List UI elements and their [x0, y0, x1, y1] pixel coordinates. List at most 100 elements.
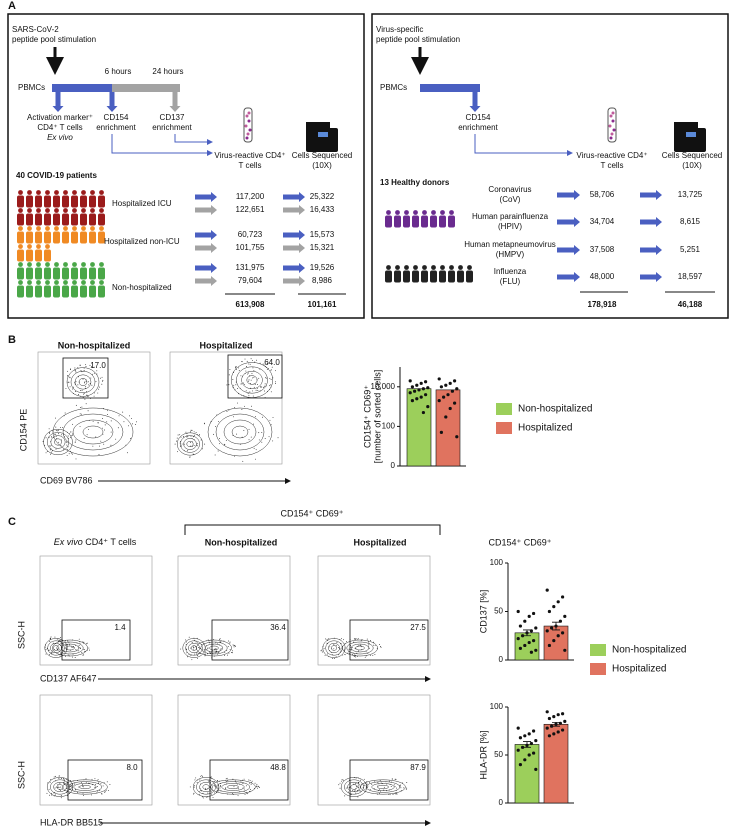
flow-event — [216, 651, 218, 653]
flow-event — [233, 384, 235, 386]
flow-event — [249, 363, 251, 365]
flow-event — [242, 782, 244, 784]
bracket — [184, 524, 441, 535]
label: 13 Healthy donors — [380, 178, 450, 187]
flow-event — [374, 654, 376, 656]
flow-event — [91, 778, 93, 780]
flow-event — [217, 788, 219, 790]
data-point — [534, 648, 538, 652]
flow-event — [88, 647, 90, 649]
flow-event — [244, 384, 246, 386]
person-icon — [54, 208, 59, 213]
data-point — [556, 600, 560, 604]
flow-gate — [67, 759, 143, 801]
flow-event — [229, 641, 231, 643]
label: 6 hours — [105, 67, 132, 76]
data-point — [446, 393, 450, 397]
flow-event — [216, 786, 218, 788]
flow-contour — [53, 781, 67, 793]
flow-event — [117, 427, 119, 429]
flow-event — [400, 787, 402, 789]
flow-event — [339, 648, 341, 650]
data-point — [532, 611, 536, 616]
flow-plot-frame — [39, 694, 153, 806]
person-icon — [385, 215, 392, 228]
flow-event — [265, 377, 267, 379]
flow-contour — [74, 374, 92, 390]
flow-event — [218, 443, 220, 445]
axis-title: HLA-DR BB515 — [40, 817, 103, 827]
flow-event — [81, 390, 83, 391]
block-arrow — [557, 272, 580, 282]
flow-event — [195, 777, 197, 779]
flow-event — [275, 383, 276, 385]
flow-event — [135, 424, 137, 426]
flow-event — [321, 651, 323, 653]
flow-event — [84, 381, 86, 383]
flow-contour — [227, 784, 239, 790]
flow-contour — [196, 639, 232, 657]
flow-event — [228, 409, 230, 411]
person-icon — [26, 249, 33, 262]
flow-event — [255, 785, 257, 787]
person-icon — [394, 215, 401, 228]
flow-contour — [377, 784, 389, 790]
flow-event — [237, 788, 239, 790]
person-icon — [71, 285, 78, 298]
data-point — [558, 619, 563, 623]
flow-event — [79, 647, 81, 648]
legend-swatch — [496, 403, 512, 415]
label: 8,986 — [312, 276, 333, 285]
flow-event — [210, 652, 212, 654]
person-icon — [99, 280, 104, 285]
flow-event — [354, 655, 356, 657]
flow-event — [75, 458, 77, 460]
data-point — [450, 389, 454, 393]
panel-label: B — [8, 334, 16, 346]
flow-contour — [344, 779, 364, 795]
flow-event — [55, 448, 57, 450]
y-tick-label: 0 — [499, 798, 504, 807]
flow-event — [348, 648, 350, 650]
flow-event — [406, 782, 408, 783]
flow-event — [254, 458, 256, 460]
flow-event — [235, 366, 237, 368]
flow-event — [365, 651, 367, 653]
flow-event — [80, 364, 81, 366]
label: 178,918 — [588, 300, 617, 309]
flow-event — [190, 435, 192, 437]
flow-event — [378, 644, 380, 646]
flow-event — [75, 404, 77, 406]
flow-event — [193, 434, 195, 436]
flow-event — [72, 433, 74, 435]
flow-event — [342, 654, 344, 656]
flow-event — [51, 451, 52, 453]
person-icon — [421, 270, 428, 283]
person-icon — [440, 210, 445, 215]
person-icon — [467, 265, 472, 270]
legend-label: Non-hospitalized — [612, 645, 687, 656]
flow-event — [98, 388, 100, 390]
flow-event — [190, 445, 192, 447]
flow-event — [193, 786, 195, 788]
person-icon — [395, 210, 400, 215]
flow-event — [56, 430, 58, 432]
flow-event — [336, 642, 338, 644]
flow-event — [81, 652, 83, 654]
flow-event — [193, 431, 195, 433]
flow-event — [201, 775, 203, 776]
tube-icon — [248, 128, 252, 132]
flow-event — [256, 359, 258, 361]
flow-event — [355, 788, 357, 790]
flow-event — [254, 416, 256, 418]
person-icon — [90, 208, 95, 213]
flow-event — [365, 784, 367, 786]
flow-event — [71, 786, 73, 788]
flow-event — [198, 647, 200, 648]
label: Hospitalized non-ICU — [104, 237, 180, 246]
flow-contour — [79, 784, 91, 790]
person-icon — [412, 215, 419, 228]
data-point — [527, 732, 531, 736]
flow-event — [188, 636, 190, 638]
flow-event — [363, 784, 365, 786]
